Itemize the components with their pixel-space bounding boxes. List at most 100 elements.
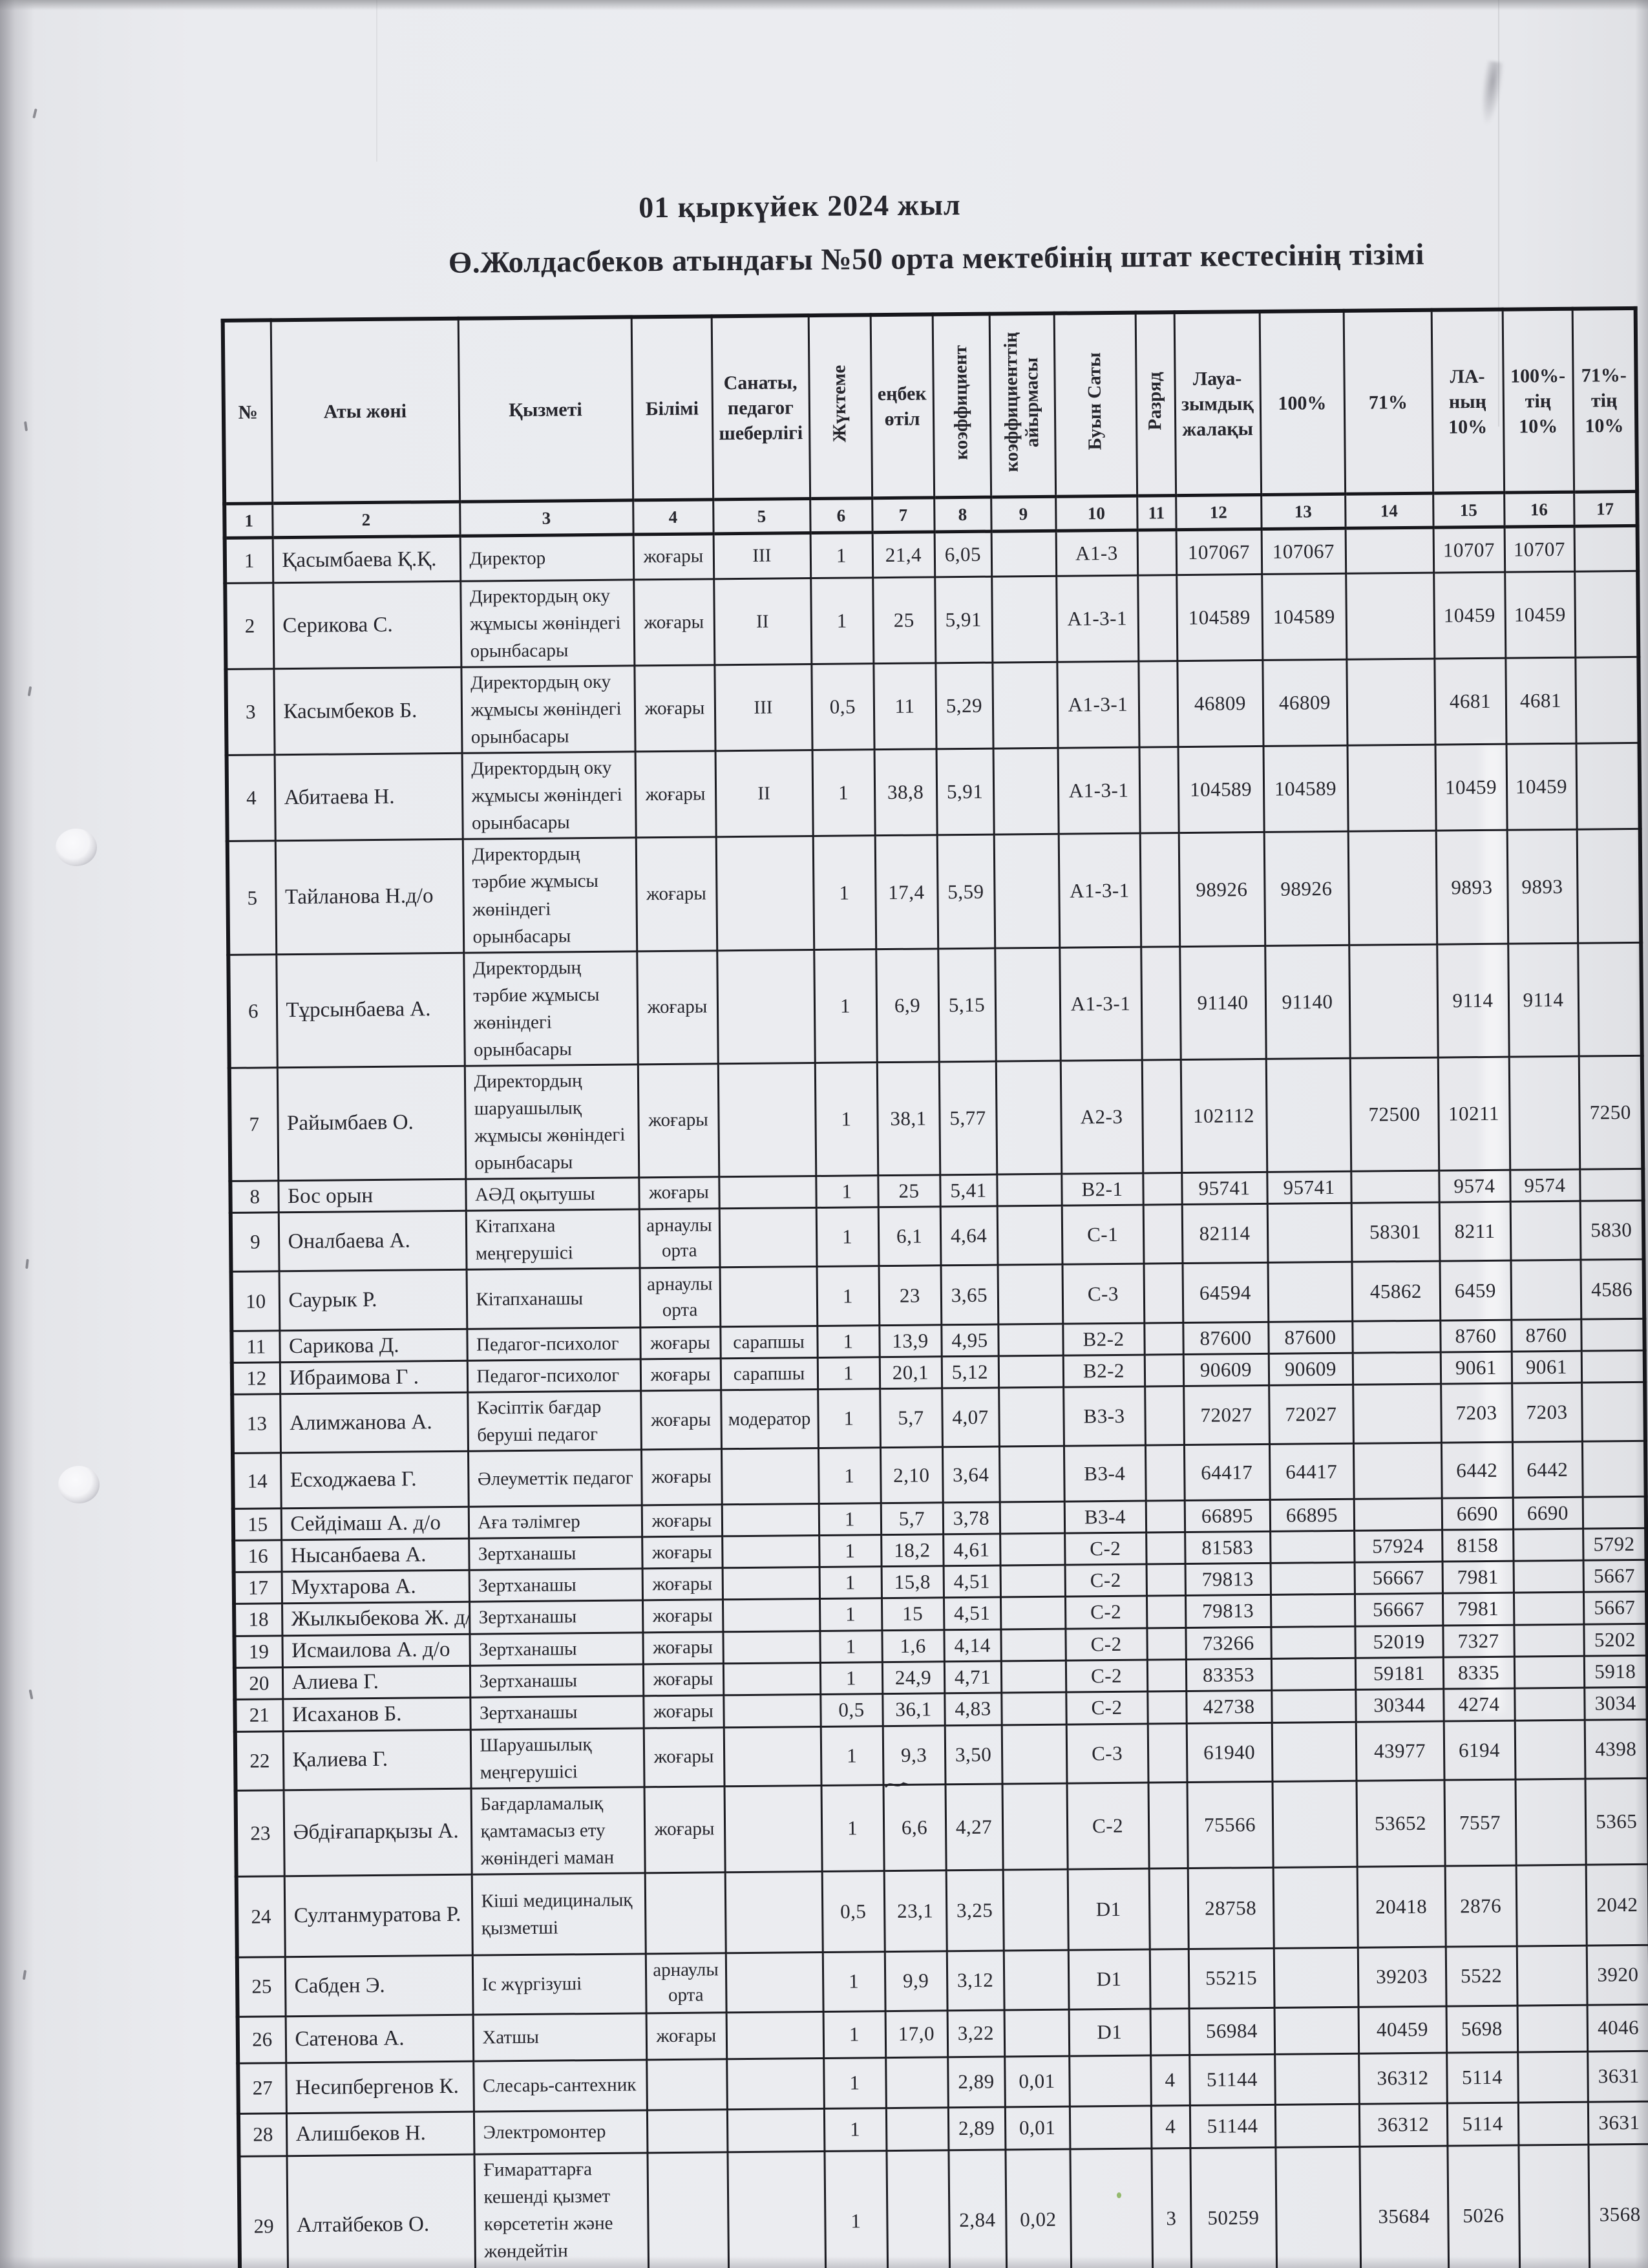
cell: 1 [810, 532, 873, 578]
cell: 5,59 [936, 834, 995, 949]
column-header-10: Буын Саты [1053, 312, 1137, 497]
cell: 36312 [1358, 2103, 1448, 2147]
cell: жоғары [640, 1390, 721, 1450]
cell: 3,50 [944, 1724, 1002, 1785]
cell [1147, 1691, 1187, 1724]
cell [721, 1503, 819, 1537]
column-number: 8 [934, 497, 991, 532]
table-row: 4 Абитаева Н. Директордың оку жұмысы жөнін… [226, 743, 1640, 842]
cell: 4,51 [943, 1565, 1000, 1598]
cell: 64594 [1182, 1262, 1269, 1323]
cell: 36312 [1358, 2052, 1447, 2104]
cell [1579, 1169, 1643, 1202]
cell: Ибраимова Г . [279, 1361, 468, 1394]
cell: 8211 [1439, 1202, 1511, 1262]
cell [1000, 1596, 1066, 1629]
cell: Серикова С. [273, 581, 461, 669]
cell: 0,5 [811, 663, 874, 750]
cell: 29 [238, 2156, 288, 2268]
cell [1581, 1441, 1646, 1498]
cell: 1 [816, 1175, 878, 1208]
cell: Кәсіптік бағдар беруші педагог [467, 1391, 641, 1452]
cell [723, 1598, 820, 1632]
cell: C-2 [1064, 1564, 1146, 1597]
cell [999, 1501, 1065, 1534]
cell: Сейдімаш А. д/о [280, 1507, 469, 1541]
column-header-11: Разряд [1135, 312, 1176, 496]
cell [1270, 1594, 1355, 1627]
cell [1272, 1780, 1357, 1868]
cell [1517, 2051, 1588, 2103]
cell [1146, 1563, 1185, 1596]
cell: Зертханашы [470, 1695, 644, 1730]
cell: Шаруашылық меңгерушісі [470, 1728, 644, 1788]
cell [1003, 1949, 1069, 2010]
cell: 1 [819, 1662, 883, 1695]
cell: 1 [819, 1598, 882, 1631]
cell: 2,89 [947, 2106, 1006, 2150]
cell: 7981 [1442, 1593, 1514, 1626]
column-number: 12 [1176, 494, 1262, 530]
cell: жоғары [644, 1786, 725, 1873]
cell: 5 [227, 841, 277, 955]
cell: Нысанбаева А. [281, 1538, 469, 1573]
cell: жоғары [642, 1568, 723, 1601]
cell [722, 1567, 820, 1600]
cell: 66895 [1184, 1500, 1271, 1532]
cell: 14 [233, 1453, 281, 1509]
cell [1353, 1384, 1441, 1444]
cell: 18 [234, 1604, 282, 1636]
cell: 23 [878, 1265, 942, 1326]
cell: 9 [230, 1212, 279, 1272]
cell: 6459 [1439, 1260, 1512, 1321]
cell: 9,3 [882, 1725, 945, 1785]
cell: арнаулы орта [645, 1953, 726, 2013]
cell: Бос орын [278, 1179, 466, 1213]
cell: 5202 [1583, 1623, 1647, 1656]
cell [1000, 1565, 1065, 1598]
cell [1574, 571, 1639, 658]
column-number: 10 [1055, 496, 1137, 531]
cell [1002, 1869, 1068, 1951]
cell: 4046 [1587, 2004, 1648, 2051]
cell: 104589 [1178, 746, 1264, 834]
cell [1002, 1783, 1068, 1870]
cell: 4,71 [944, 1660, 1002, 1693]
cell: Директордың оку жұмысы жөніндегі орынбас… [461, 666, 635, 754]
cell [991, 576, 1057, 663]
cell [1345, 527, 1434, 574]
cell: 9114 [1508, 942, 1579, 1057]
cell [1150, 2008, 1190, 2055]
cell: Директордың шаруашылық жұмысы жөніндегі … [464, 1064, 639, 1180]
cell: Әлеуметтік педагог [467, 1450, 642, 1507]
cell: 1 [824, 2150, 888, 2268]
cell [1576, 829, 1642, 943]
page-title: Ө.Жолдасбеков атындағы №50 орта мектебін… [448, 237, 1425, 280]
cell: A2-3 [1060, 1059, 1143, 1174]
cell: АӘД оқытушы [465, 1177, 639, 1211]
cell: 2,89 [947, 2056, 1005, 2108]
cell: B2-2 [1062, 1355, 1145, 1388]
column-number: 6 [810, 498, 872, 533]
cell [1147, 1723, 1187, 1783]
cell [992, 662, 1058, 749]
cell: Қалиева Г. [282, 1729, 471, 1790]
cell: Әбдіғапарқызы А. [283, 1788, 472, 1876]
cell: B2-2 [1062, 1323, 1145, 1356]
cell [1144, 1354, 1184, 1387]
cell [1510, 1201, 1581, 1261]
cell [886, 2150, 950, 2268]
cell: 17,0 [885, 2010, 948, 2058]
cell [1347, 831, 1437, 945]
cell: C-2 [1065, 1659, 1148, 1692]
cell: B2-1 [1061, 1173, 1143, 1206]
cell: 4,07 [942, 1388, 999, 1448]
cell: 20418 [1357, 1865, 1446, 1948]
cell: Алтайбеков О. [286, 2154, 476, 2268]
cell: 3,12 [946, 1950, 1004, 2011]
cell: 5,29 [935, 662, 993, 750]
cell [1581, 1350, 1645, 1383]
cell: 8335 [1442, 1656, 1515, 1689]
scan-speck [1117, 2192, 1121, 2198]
cell [995, 947, 1061, 1061]
